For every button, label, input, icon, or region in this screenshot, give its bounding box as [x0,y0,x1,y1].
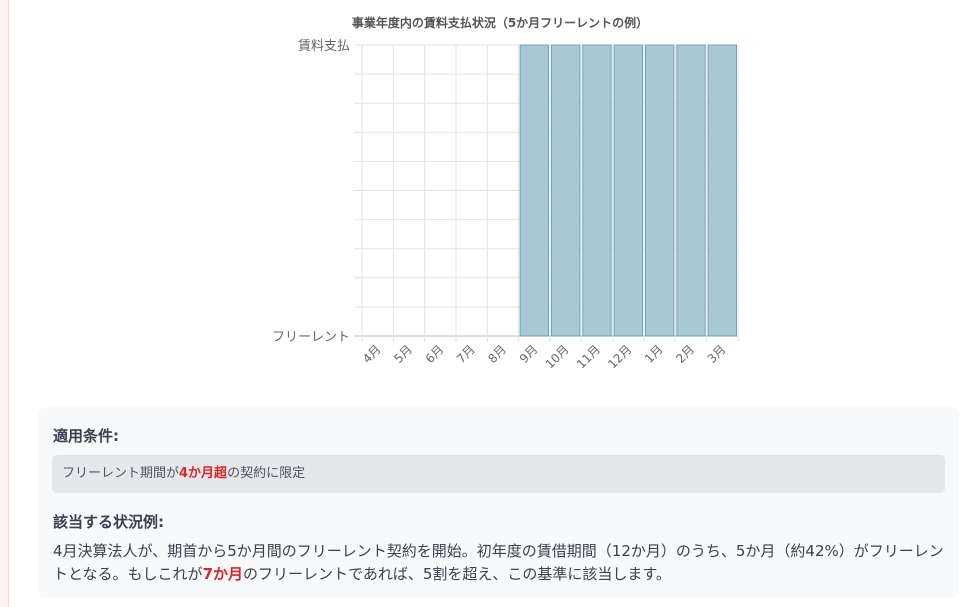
x-tick-label: 4月 [360,342,384,366]
bar [707,44,738,337]
bar [676,44,706,337]
condition-text: フリーレント期間が [62,466,180,481]
bar [582,44,612,337]
x-tick-label: 9月 [517,342,541,366]
example-highlight: 7か月 [202,565,243,583]
x-tick-label: 10月 [543,342,572,371]
info-panel: 適用条件: フリーレント期間が4か月超の契約に限定 該当する状況例: 4月決算法… [38,407,959,598]
y-tick-label: 賃料支払 [298,39,350,54]
x-tick-label: 1月 [642,342,666,366]
x-tick-label: 12月 [605,342,634,371]
condition-text-end: の契約に限定 [227,466,306,481]
x-tick-label: 8月 [485,342,509,366]
bar [519,44,550,337]
bar [551,44,581,337]
x-tick-label: 2月 [673,342,697,366]
x-tick-label: 7月 [454,342,478,366]
example-text-start: 4月決算法人が、期首から5か月間のフリーレント契約を開始。初年度の賃借期間（12… [53,542,944,583]
example-text: 4月決算法人が、期首から5か月間のフリーレント契約を開始。初年度の賃借期間（12… [53,540,953,586]
example-text-end: のフリーレントであれば、5割を超え、この基準に該当します。 [243,565,671,583]
x-tick-label: 6月 [423,342,447,366]
example-heading: 該当する状況例: [53,513,164,531]
condition-heading: 適用条件: [53,427,119,445]
condition-highlight: 4か月超 [179,466,228,481]
x-tick-label: 11月 [574,342,603,371]
y-tick-label: フリーレント [272,330,350,345]
bar [645,44,675,337]
x-tick-label: 3月 [705,342,729,366]
chart-title: 事業年度内の賃料支払状況（5か月フリーレントの例） [352,15,648,30]
x-tick-label: 5月 [391,342,415,366]
left-edge-strip [0,0,9,607]
condition-box: フリーレント期間が4か月超の契約に限定 [52,455,945,493]
bar [613,44,644,337]
